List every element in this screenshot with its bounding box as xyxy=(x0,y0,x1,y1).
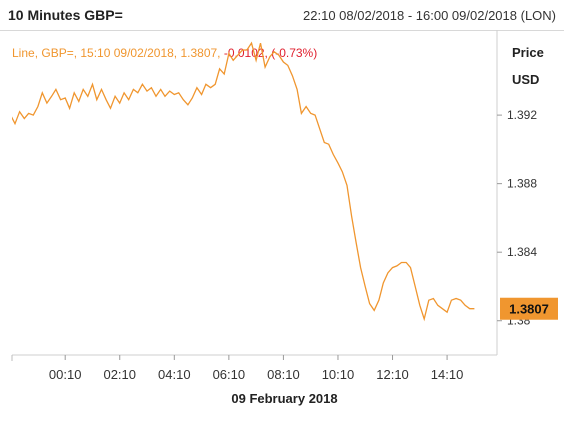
legend-info: Line, GBP=, 15:10 09/02/2018, 1.3807, xyxy=(12,46,224,60)
x-tick-label: 02:10 xyxy=(103,367,136,382)
x-tick-label: 14:10 xyxy=(431,367,464,382)
y-axis-title-price: Price xyxy=(512,45,544,60)
y-axis-title-currency: USD xyxy=(512,72,540,87)
last-value-badge xyxy=(500,297,558,320)
chart-title: 10 Minutes GBP= xyxy=(8,7,123,23)
header-divider xyxy=(0,30,564,31)
x-axis-title: 09 February 2018 xyxy=(231,391,337,406)
y-tick-label: 1.388 xyxy=(507,177,537,191)
x-tick-label: 08:10 xyxy=(267,367,300,382)
price-series-line xyxy=(12,41,475,322)
x-tick-label: 12:10 xyxy=(376,367,409,382)
date-range: 22:10 08/02/2018 - 16:00 09/02/2018 (LON… xyxy=(303,7,556,23)
x-tick-label: 10:10 xyxy=(322,367,355,382)
x-tick-label: 04:10 xyxy=(158,367,191,382)
x-tick-label: 00:10 xyxy=(49,367,82,382)
y-tick-label: 1.392 xyxy=(507,108,537,122)
last-value-label: 1.3807 xyxy=(509,302,549,317)
x-tick-label: 06:10 xyxy=(213,367,246,382)
y-tick-label: 1.384 xyxy=(507,245,537,259)
chart-header: 10 Minutes GBP= 22:10 08/02/2018 - 16:00… xyxy=(0,0,564,30)
